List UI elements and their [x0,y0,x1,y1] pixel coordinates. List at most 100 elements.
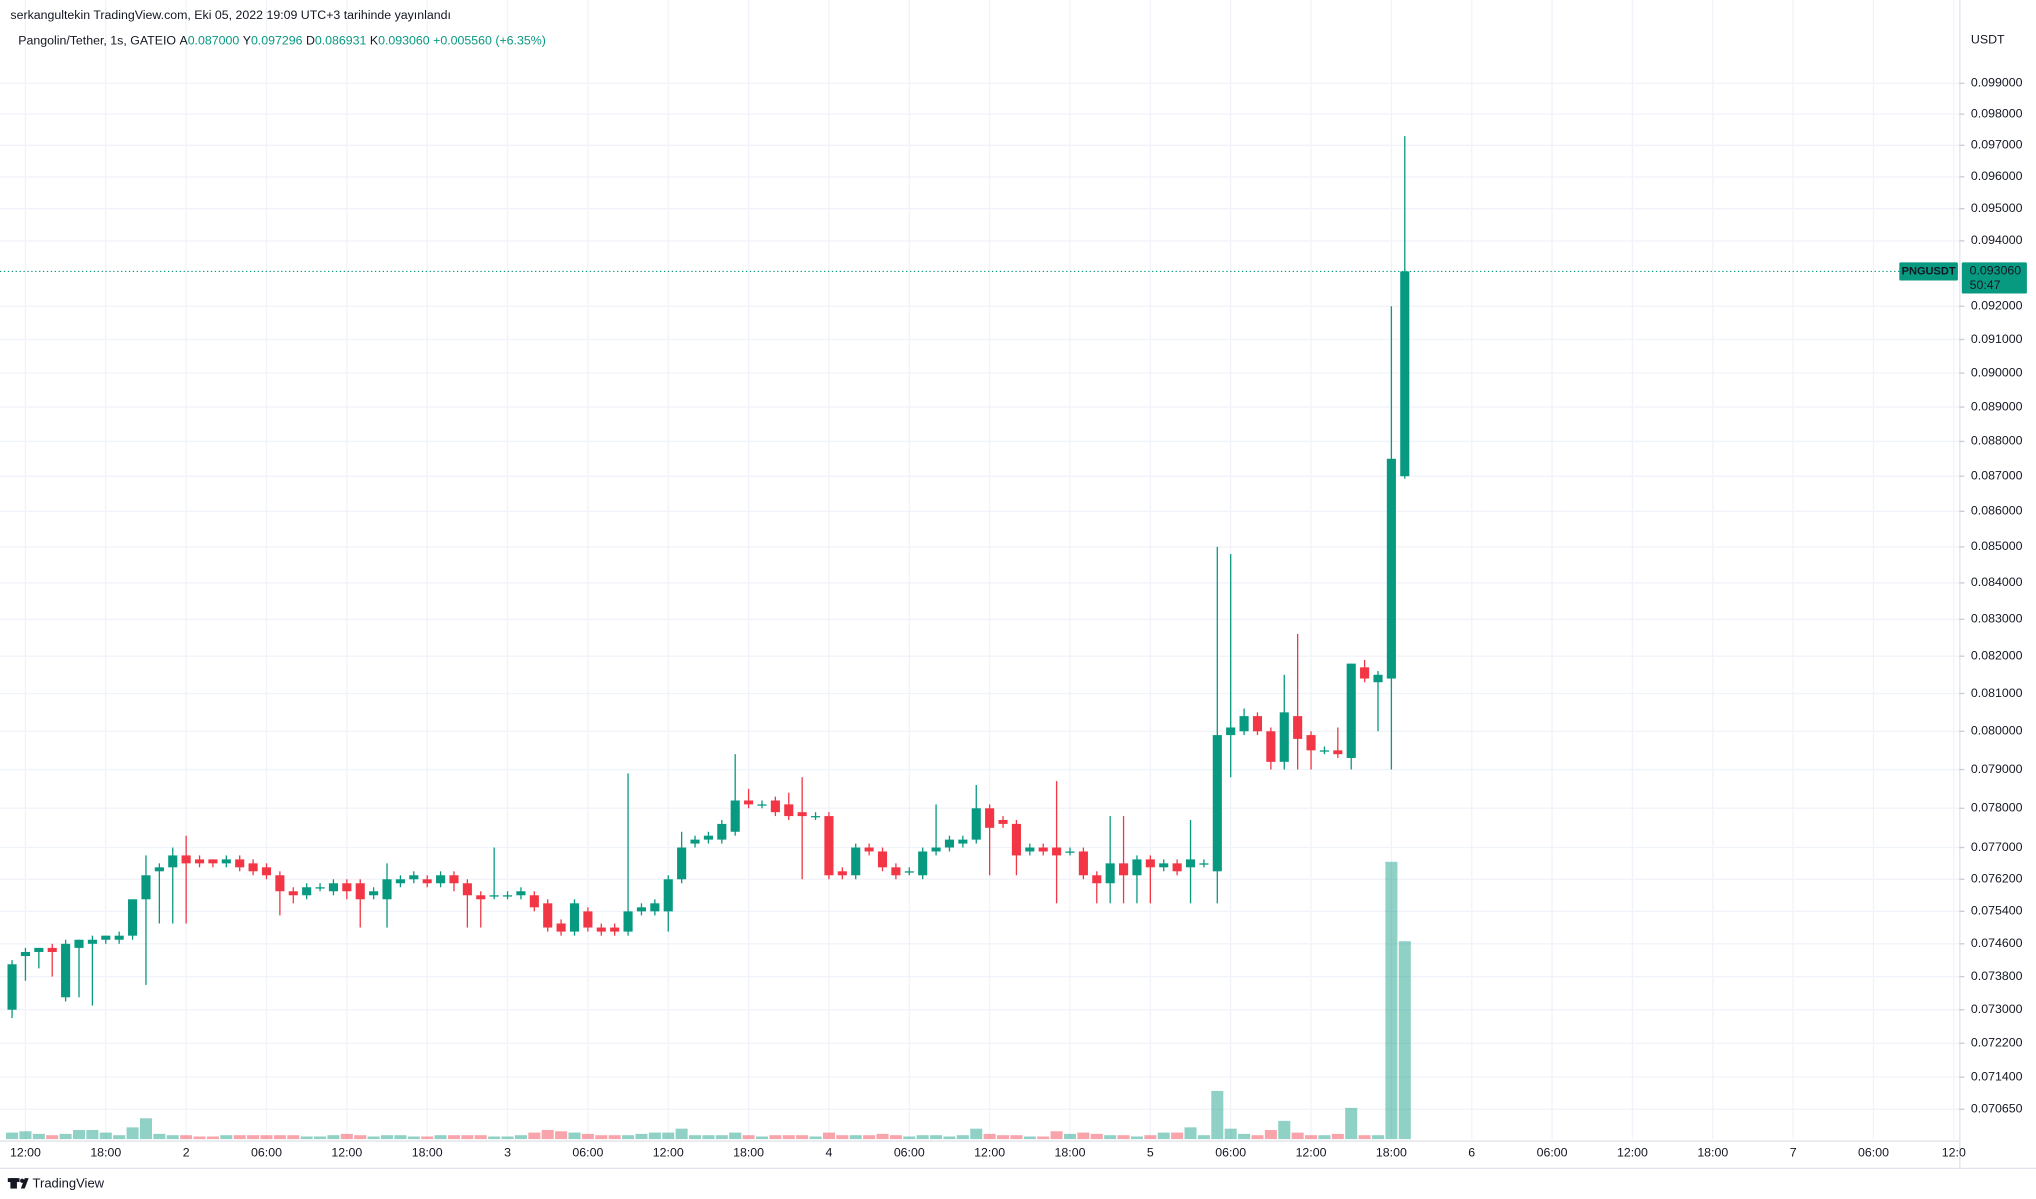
candle-body [1346,663,1356,759]
volume-bar [997,1135,1010,1140]
x-tick-label: 18:00 [1697,1146,1728,1160]
volume-bar [943,1136,956,1140]
volume-bar [715,1135,728,1140]
candle-body [998,819,1008,824]
grid [0,0,1960,1140]
volume-bar [354,1135,367,1140]
volume-bar [956,1135,969,1140]
candle-body [34,947,44,952]
candle-body [1373,674,1383,683]
volume-bar [1171,1132,1184,1140]
candle-body [810,816,821,818]
candle-body [1199,863,1209,865]
y-tick-label: 0.078000 [1971,801,2023,815]
volume-bar [528,1132,541,1140]
ohlc-value: 0.087000 [188,34,240,48]
volume-bar [1224,1128,1237,1140]
volume-bar [1211,1090,1224,1140]
candle-body [636,907,647,912]
volume-bar [916,1135,929,1140]
volume-bar [1063,1133,1077,1140]
volume-bar [729,1132,742,1140]
x-tick-label: 3 [504,1146,511,1160]
volume-bar [220,1135,233,1140]
volume-bar [1291,1132,1304,1140]
x-tick-label: 12:00 [974,1146,1005,1160]
x-tick-label: 18:00 [412,1146,443,1160]
candle-body [61,943,71,998]
x-tick-label: 12:00 [1617,1146,1648,1160]
y-unit: USDT [1971,33,2005,47]
volume-bar [1077,1132,1090,1140]
candle-body [436,875,446,884]
ohlc-value: 0.097296 [251,34,303,48]
candle-body [261,867,272,876]
candle-body [1145,859,1155,868]
candle-body [944,839,955,848]
volume-bar [555,1131,568,1140]
x-tick-label: 12:0 [1942,1146,1966,1160]
y-tick-label: 0.070650 [1971,1102,2023,1116]
candle-body [623,911,633,932]
volume-bar [662,1132,675,1140]
candle-body [476,895,486,900]
y-tick-label: 0.090000 [1971,365,2023,379]
candle-body [275,875,285,892]
candle-body [650,903,660,912]
candle-body [489,895,499,897]
x-tick-label: 06:00 [1537,1146,1568,1160]
candle-body [355,883,365,900]
ohlc-key: Y [243,34,251,48]
x-tick-label: 12:00 [653,1146,684,1160]
volume-bar [461,1135,474,1140]
volume-bar [501,1136,514,1140]
candle-body [596,927,606,932]
y-tick-label: 0.094000 [1971,233,2023,247]
volume-bar [1037,1136,1050,1140]
volume-bar [1157,1132,1170,1140]
candle-body [1078,851,1088,876]
y-tick-label: 0.083000 [1971,612,2023,626]
axes: 12:00 18:00 2 06:00 12:00 18:00 3 06:00 12:00 18:… [0,76,2027,1160]
y-tick-label: 0.072200 [1971,1036,2023,1050]
candle-body [1360,667,1370,679]
symbol-badge [1899,262,1958,281]
volume-bar [113,1135,126,1140]
y-tick-label: 0.086000 [1971,504,2023,518]
candle-body [47,947,57,952]
candle-body [181,855,191,864]
candle-body [235,859,245,868]
candle-body [315,887,325,889]
volume-bar [1238,1133,1251,1140]
volume-bar [273,1135,286,1140]
candle-body [7,964,17,1010]
volume-bar [32,1133,45,1140]
price-badge [1961,262,2027,294]
x-tick-label: 12:00 [1296,1146,1327,1160]
volume-bar [488,1136,501,1140]
volume-bar [300,1136,313,1140]
volume-bar [635,1133,648,1140]
candle-body [1266,731,1276,762]
symbol-title: Pangolin/Tether, 1s, GATEIO [18,34,176,48]
countdown-label: 50:47 [1970,278,2001,292]
candle-body [1226,727,1236,736]
volume-bar [742,1135,755,1140]
candle-body [757,804,767,806]
candle-body [288,891,298,896]
volume-bar [434,1135,447,1140]
x-tick-label: 18:00 [733,1146,764,1160]
x-tick-label: 06:00 [251,1146,282,1160]
volume-bar [287,1135,300,1140]
candle-body [128,899,138,936]
volume-bar [380,1135,394,1140]
brand: TradingView [33,1175,105,1190]
x-tick-label: 06:00 [1858,1146,1889,1160]
volume-bar [541,1129,554,1140]
candle-body [1212,735,1222,872]
volume-bar [1305,1135,1318,1140]
y-tick-label: 0.095000 [1971,201,2023,215]
volume-bar [394,1135,407,1140]
x-tick-label: 7 [1790,1146,1797,1160]
candle-body [824,816,834,876]
